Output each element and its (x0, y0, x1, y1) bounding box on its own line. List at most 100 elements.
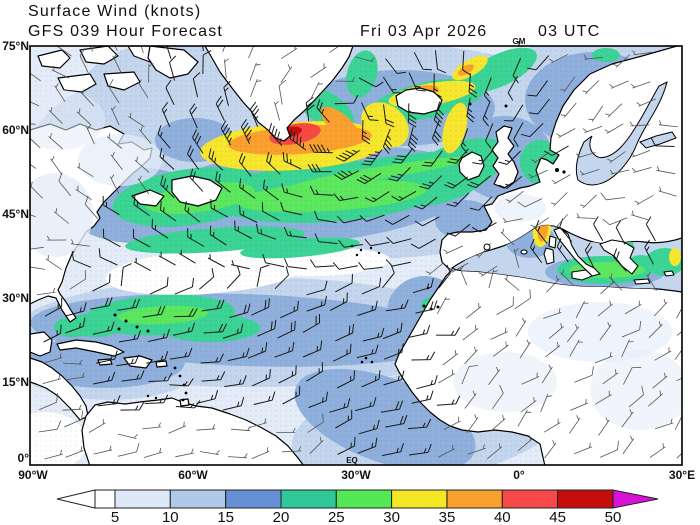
colorbar-label: 35 (439, 509, 456, 525)
ireland-coast (458, 151, 485, 181)
baffin-island (147, 46, 199, 79)
lat-label: 75°N (2, 39, 29, 53)
corsica (548, 235, 557, 249)
colorbar-label: 10 (162, 509, 179, 525)
land-shading-blob (30, 90, 105, 150)
island-dot (135, 325, 139, 329)
great-britain-coast (491, 125, 519, 189)
island-dot (355, 253, 359, 257)
lon-label: 60°W (178, 468, 208, 482)
lat-label: 45°N (2, 207, 29, 221)
land-shading-blob (590, 350, 682, 430)
island-dot (436, 305, 440, 309)
island-dot (370, 360, 374, 364)
lon-label: 90°W (18, 468, 48, 482)
equator-label: EQ (346, 456, 358, 465)
land-shading-blob (30, 173, 93, 257)
island-dot (184, 391, 188, 395)
land-shading-blob (528, 302, 672, 362)
cuba-coast (56, 339, 125, 357)
wind-barbs-layer (30, 46, 682, 460)
colorbar-segment (114, 489, 171, 509)
island-dot (117, 327, 121, 331)
colorbar-label: 40 (494, 509, 511, 525)
trinidad (179, 398, 190, 407)
colorbar-segment (446, 489, 503, 509)
arctic-island (37, 49, 71, 69)
yucatan-coast (30, 331, 53, 357)
island-dot (555, 168, 559, 172)
island-dot (146, 394, 150, 398)
gulf-of-finland (639, 131, 677, 149)
colorbar-segment (391, 489, 448, 509)
crete (633, 278, 651, 285)
colorbar-segment (280, 489, 337, 509)
island-dot (173, 366, 177, 370)
island-dot (154, 396, 158, 400)
puerto-rico (155, 360, 168, 368)
arctic-island (103, 71, 141, 91)
map-frame (29, 45, 683, 466)
land-wind-barbs (30, 46, 682, 460)
island-dot (360, 360, 364, 364)
lon-label: 30°W (341, 468, 371, 482)
mediterranean-islands-layer (520, 227, 675, 285)
colorbar-segment (225, 489, 282, 509)
colorbar-segment (501, 489, 559, 509)
colorbar-label: 45 (549, 509, 566, 525)
island-dot (562, 170, 566, 174)
ocean-wind-barbs (43, 46, 675, 457)
island-dot (124, 319, 128, 323)
island-dot (178, 374, 182, 378)
lat-label: 0° (18, 451, 30, 465)
island-dot (181, 398, 185, 402)
colorbar-label: 5 (111, 509, 119, 525)
island-dot (359, 248, 363, 252)
land-shading-blob (453, 352, 557, 412)
arctic-island (57, 73, 97, 93)
iceland-coast (395, 87, 443, 115)
majorca (520, 249, 528, 255)
island-dot (504, 104, 508, 108)
small-islands-layer (113, 102, 566, 402)
shading-blob (669, 248, 681, 266)
colorbar-label: 25 (328, 509, 345, 525)
shading-blob (537, 225, 549, 242)
island-dot (422, 304, 426, 308)
newfoundland (171, 175, 223, 207)
longitude-axis: 90°W 60°W 30°W 0° 30°E (18, 468, 695, 482)
colorbar-right-arrow (612, 489, 659, 509)
station-marker (483, 243, 491, 251)
sardinia (543, 247, 555, 265)
lon-label: 30°E (669, 468, 695, 482)
island-dot (369, 246, 373, 250)
colorbar-label: 30 (383, 509, 400, 525)
colorbar-segment (557, 489, 614, 509)
lat-label: 60°N (2, 123, 29, 137)
lat-label: 30°N (2, 291, 29, 305)
greenland-coast (204, 46, 354, 142)
colorbar: 5 10 15 20 25 30 35 40 45 50 (56, 489, 659, 525)
colorbar-segment (335, 489, 393, 509)
balkans-greece-coast (599, 239, 639, 275)
map-title: Surface Wind (knots) (28, 3, 202, 20)
forecast-label: GFS 039 Hour Forecast (28, 23, 224, 40)
island-dot (113, 313, 117, 317)
island-dot (364, 356, 368, 360)
cyprus (663, 270, 675, 277)
island-dot (377, 251, 381, 255)
lon-label: 0° (513, 468, 525, 482)
colorbar-label: 15 (217, 509, 234, 525)
island-dot (146, 329, 150, 333)
valid-date: Fri 03 Apr 2026 (360, 23, 488, 40)
colorbar-segment (169, 489, 227, 509)
baltic-sea (575, 81, 668, 186)
colorbar-label: 50 (605, 509, 622, 525)
lat-label: 15°N (2, 375, 29, 389)
land-shading-patches (30, 90, 682, 430)
hispaniola-coast (123, 355, 153, 369)
colorbar-segment (94, 489, 116, 509)
land-shading-blob (78, 134, 162, 186)
land-shading-blob (494, 194, 546, 222)
